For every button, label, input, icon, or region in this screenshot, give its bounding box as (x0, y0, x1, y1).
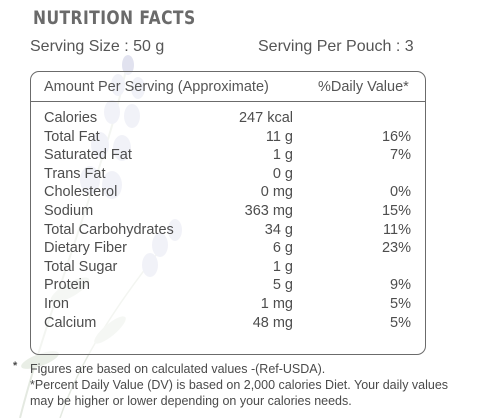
nutrient-daily-value: 16% (381, 128, 411, 145)
nutrient-daily-value: 5% (390, 314, 411, 331)
nutrient-name: Calories (44, 110, 98, 126)
footnote-daily-value-note: *Percent Daily Value (DV) is based on 2,… (30, 378, 449, 408)
nutrient-rows: Calories 247 kcal Total Fat 11 g 16% Satura… (31, 110, 425, 333)
page-title: Nutrition Facts (33, 7, 196, 29)
nutrient-amount: 363 mg (244, 202, 293, 219)
table-row: Total Fat 11 g 16% (31, 129, 425, 148)
footnote-source: Figures are based on calculated values -… (30, 362, 326, 376)
nutrient-name: Trans Fat (44, 165, 106, 182)
nutrient-amount: 5 g (272, 277, 293, 294)
nutrient-name: Protein (44, 277, 90, 294)
nutrient-name: Total Fat (44, 128, 100, 145)
nutrient-daily-value: 15% (381, 202, 411, 219)
table-row: Sodium 363 mg 15% (31, 203, 425, 222)
nutrient-name: Total Carbohydrates (44, 221, 174, 238)
table-row: Total Sugar 1 g (31, 259, 425, 278)
nutrient-name: Saturated Fat (44, 147, 132, 164)
column-header-amount: Amount Per Serving (Approximate) (44, 79, 269, 95)
nutrient-amount: 34 g (264, 221, 293, 238)
table-row: Iron 1 mg 5% (31, 296, 425, 315)
nutrient-name: Calcium (44, 314, 97, 331)
nutrient-daily-value: 0% (390, 184, 411, 201)
nutrient-amount: 1 g (272, 147, 293, 164)
table-row: Protein 5 g 9% (31, 277, 425, 296)
serving-size: Serving Size : 50 g (30, 38, 165, 55)
nutrient-daily-value: 7% (390, 147, 411, 164)
table-row: Total Carbohydrates 34 g 11% (31, 222, 425, 241)
nutrition-table: Amount Per Serving (Approximate) %Daily … (30, 71, 426, 355)
nutrient-name: Sodium (44, 202, 94, 219)
table-row: Calories 247 kcal (31, 110, 425, 129)
nutrient-amount: 0 mg (260, 184, 293, 201)
nutrient-name: Iron (44, 295, 69, 312)
table-row: Trans Fat 0 g (31, 166, 425, 185)
nutrient-daily-value: 5% (390, 295, 411, 312)
table-row: Calcium 48 mg 5% (31, 315, 425, 334)
nutrient-name: Cholesterol (44, 184, 118, 201)
nutrient-amount: 11 g (265, 128, 293, 145)
nutrient-daily-value: 23% (381, 240, 411, 257)
nutrient-amount: 6 g (272, 240, 293, 257)
nutrient-amount: 1 mg (260, 295, 293, 312)
serving-per-pouch: Serving Per Pouch : 3 (258, 38, 414, 55)
table-row: Saturated Fat 1 g 7% (31, 147, 425, 166)
nutrient-amount: 247 kcal (238, 110, 293, 126)
nutrient-name: Total Sugar (44, 258, 118, 275)
table-row: Cholesterol 0 mg 0% (31, 184, 425, 203)
nutrient-daily-value: 9% (390, 277, 411, 294)
table-header: Amount Per Serving (Approximate) %Daily … (31, 72, 425, 102)
nutrient-amount: 0 g (272, 165, 293, 182)
table-row: Dietary Fiber 6 g 23% (31, 240, 425, 259)
nutrient-amount: 1 g (272, 258, 293, 275)
footnote-marker: * (13, 360, 18, 372)
nutrient-daily-value: 11% (383, 221, 411, 238)
nutrient-amount: 48 mg (252, 314, 293, 331)
column-header-daily-value: %Daily Value* (318, 79, 409, 95)
nutrient-name: Dietary Fiber (44, 240, 127, 257)
